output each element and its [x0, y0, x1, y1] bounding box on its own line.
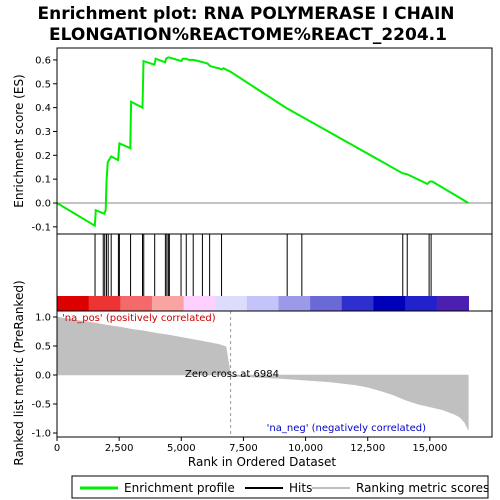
bottom-y-tick-label: -1.0	[31, 429, 51, 440]
x-tick-label: 0	[54, 443, 60, 454]
positive-correlation-label: 'na_pos' (positively correlated)	[62, 313, 216, 324]
ranking-bar-segment	[373, 296, 406, 311]
ranking-bar-segment	[215, 296, 248, 311]
ranking-bar-segment	[57, 296, 90, 311]
ranking-bar-segment	[246, 296, 280, 311]
ranking-bar-segment	[183, 296, 216, 311]
ranking-bar-segment	[278, 296, 311, 311]
ranking-bar-segment	[436, 296, 469, 311]
legend-label-enrichment: Enrichment profile	[124, 481, 235, 495]
x-axis-label: Rank in Ordered Dataset	[188, 455, 336, 469]
bottom-panel-frame	[56, 310, 493, 438]
ranking-metric-area	[56, 316, 469, 431]
top-y-tick-label: 0.3	[35, 127, 51, 138]
top-plot-area	[57, 48, 492, 234]
top-y-tick-label: 0.1	[35, 175, 51, 186]
negative-correlation-label: 'na_neg' (negatively correlated)	[267, 423, 426, 434]
top-y-tick-label: 0.6	[35, 55, 51, 66]
x-tick-label: 15,000	[412, 443, 447, 454]
x-tick-label: 5,000	[167, 443, 196, 454]
bottom-y-axis-label: Ranked list metric (PreRanked)	[12, 280, 26, 465]
x-tick-label: 2,500	[105, 443, 134, 454]
ranking-bar-segment	[341, 296, 375, 311]
top-y-axis-label: Enrichment score (ES)	[12, 74, 26, 207]
top-y-tick-label: 0.4	[35, 103, 51, 114]
hits-panel	[56, 233, 493, 312]
ranking-bar-segment	[310, 296, 343, 311]
x-tick-label: 10,000	[288, 443, 323, 454]
ranking-bar-segment	[151, 296, 185, 311]
bottom-y-tick-label: 0.5	[35, 342, 51, 353]
ranking-bar-segment	[120, 296, 153, 311]
legend: Enrichment profile Hits Ranking metric s…	[71, 475, 489, 499]
zero-cross-label: Zero cross at 6984	[185, 369, 279, 380]
top-y-tick-label: 0.2	[35, 151, 51, 162]
top-y-tick-label: 0.5	[35, 79, 51, 90]
hits-area	[57, 234, 492, 296]
x-tick-label: 12,500	[350, 443, 385, 454]
legend-label-hits: Hits	[289, 481, 312, 495]
top-panel: -0.1 0.0 0.1 0.2 0.3 0.4 0.5 0.6	[31, 47, 493, 235]
chart-title-line2: ELONGATION%REACTOME%REACT_2204.1	[49, 25, 447, 45]
ranking-bar-segment	[405, 296, 438, 311]
legend-label-ranking: Ranking metric scores	[356, 481, 489, 495]
top-y-tick-label: -0.1	[31, 222, 51, 233]
top-y-tick-label: 0.0	[35, 199, 51, 210]
enrichment-profile-line	[56, 56, 469, 228]
bottom-panel: Zero cross at 6984 'na_pos' (positively c…	[31, 310, 493, 454]
ranking-bar-segment	[88, 296, 121, 311]
x-tick-label: 7,500	[229, 443, 258, 454]
chart-title-line1: Enrichment plot: RNA POLYMERASE I CHAIN	[37, 4, 454, 24]
bottom-y-tick-label: 0.0	[35, 371, 51, 382]
bottom-y-tick-label: -0.5	[31, 400, 51, 411]
bottom-y-tick-label: 1.0	[35, 313, 51, 324]
